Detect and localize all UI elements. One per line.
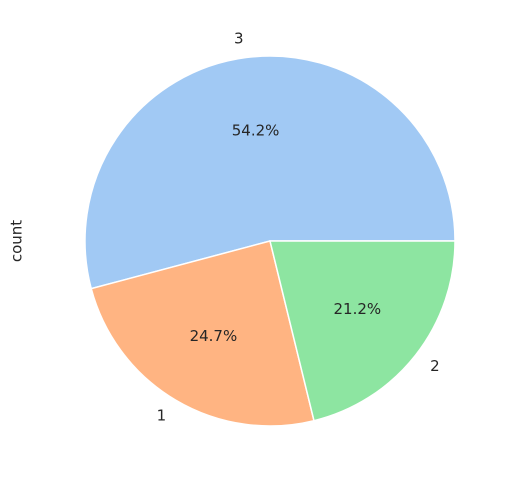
category-label: 1 xyxy=(157,407,167,425)
percent-label: 24.7% xyxy=(190,327,238,345)
pie-slice xyxy=(269,240,456,422)
pie-slice xyxy=(84,55,456,290)
category-label: 3 xyxy=(234,30,244,48)
percent-label: 21.2% xyxy=(333,300,381,318)
pie-slice xyxy=(90,240,315,427)
category-label: 2 xyxy=(430,357,440,375)
y-axis-label: count xyxy=(8,220,26,262)
percent-label: 54.2% xyxy=(232,121,280,139)
